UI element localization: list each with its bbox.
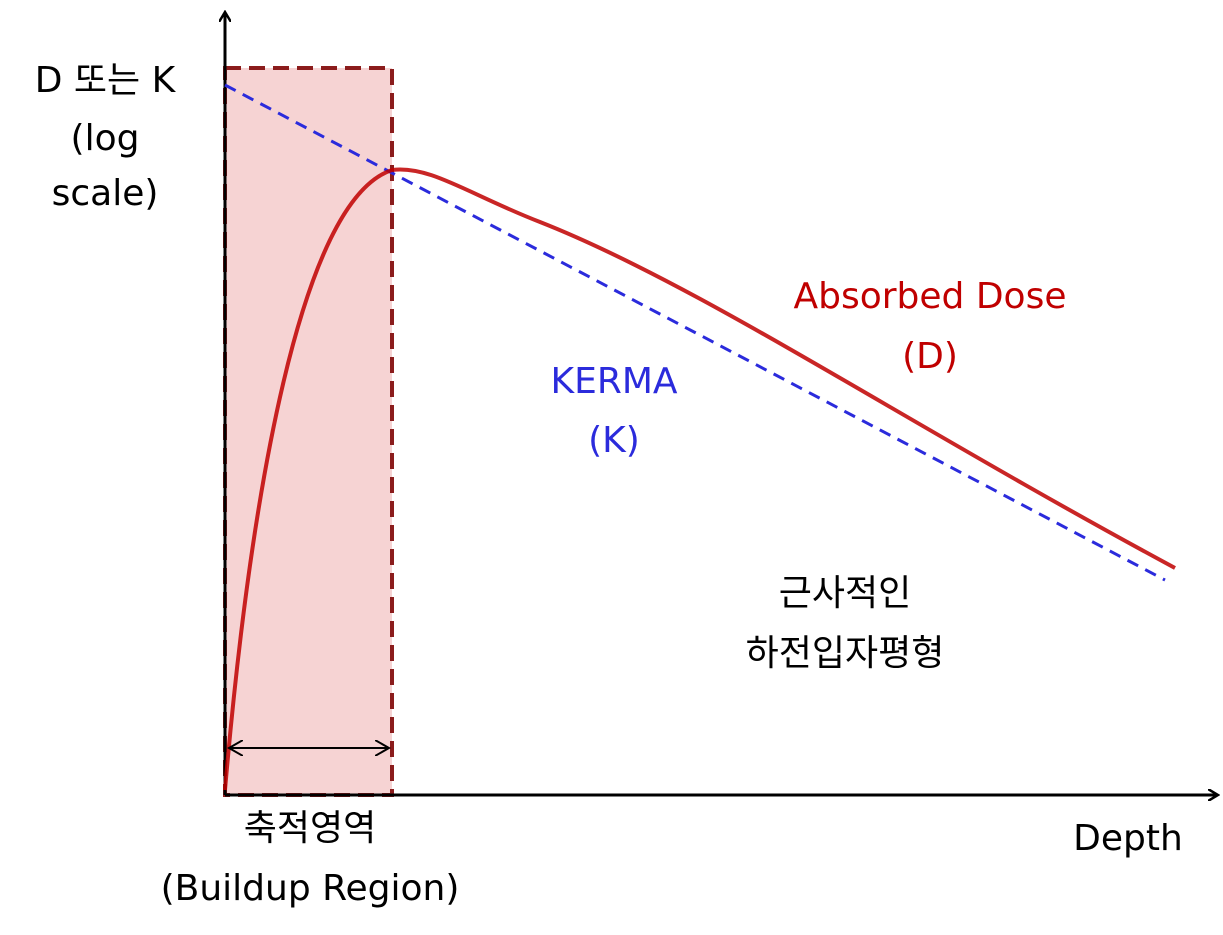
kerma-label: KERMA [550,361,677,402]
dose-curve [223,167,1176,791]
y-axis-label: D 또는 K [35,60,177,101]
kerma-label: (K) [588,420,640,461]
y-axis-label: scale) [52,173,159,214]
x-axis-label: Depth [1073,818,1183,859]
equilibrium-note: 근사적인 [779,573,911,614]
buildup-label: (Buildup Region) [161,868,460,909]
kerma-curve [224,83,1166,582]
dose-label: (D) [902,336,958,377]
y-axis-label: (log [71,118,140,159]
equilibrium-note: 하전입자평형 [746,633,945,674]
buildup-box [223,66,394,797]
dose-label: Absorbed Dose [793,276,1066,317]
buildup-label: 축적영역 [244,808,376,849]
